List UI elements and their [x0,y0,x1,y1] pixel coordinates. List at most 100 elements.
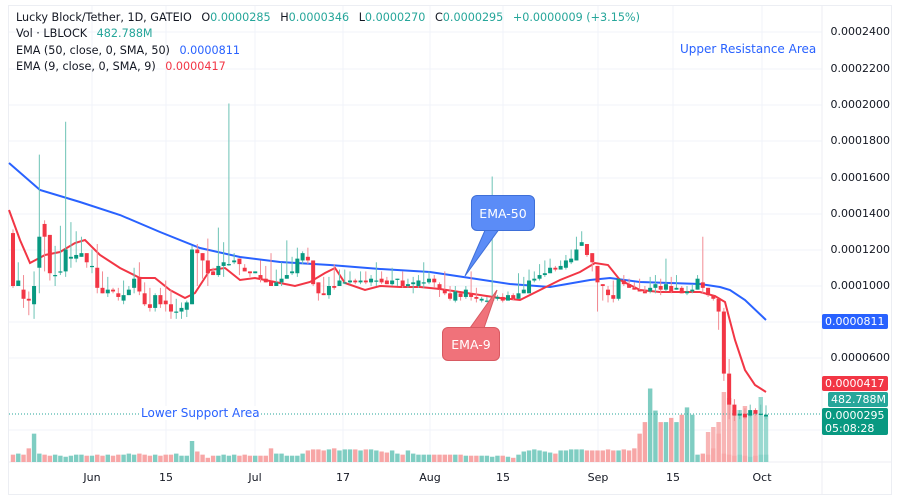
candle [158,295,163,305]
volume-bar [495,455,500,462]
candle [611,295,616,299]
candle [479,298,484,301]
upper-resistance-label[interactable]: Upper Resistance Area [680,42,817,56]
volume-bar [100,455,105,462]
price-tick-label: 0.0001400 [830,207,891,220]
candle [269,280,274,286]
candle [711,295,716,299]
candle [432,278,437,283]
volume-bar [410,453,416,462]
candle [763,414,769,417]
time-tick-label: 15 [666,471,680,484]
price-tick-label: 0.0002400 [830,25,891,38]
candle [237,258,242,265]
candle [21,289,26,299]
candle [332,286,337,288]
candle [226,264,231,266]
candle [395,278,400,280]
candle [32,286,37,305]
volume-bar [521,451,526,462]
candle [47,234,52,274]
volume-bar [579,449,584,462]
volume-bar [653,410,658,462]
candle [211,271,216,276]
candle [679,287,684,294]
candle [374,280,379,282]
candle [416,280,421,286]
volume-row[interactable]: Vol · LBLOCK 482.788M [16,27,153,41]
volume-bar [605,449,611,462]
symbol-title[interactable]: Lucky Block/Tether, 1D, GATEIO [16,11,192,24]
candle [384,280,389,285]
volume-bar [479,455,484,462]
volume-bar [558,450,563,462]
volume-bar [600,450,605,462]
volume-bar [690,414,695,462]
volume-bar [626,450,632,462]
last-price: 0.0000295 [825,409,885,422]
candle [53,275,58,277]
candle [411,282,416,285]
volume-bar [131,454,137,462]
candle [511,295,516,299]
candle [495,296,500,299]
volume-bar [258,455,263,462]
candle [737,413,742,416]
candle [558,265,563,270]
candle [637,289,642,292]
volume-bar [221,454,226,462]
volume-bar [474,455,479,462]
candle [616,278,621,299]
candle [721,311,726,374]
volume-bar [526,450,532,462]
candle [632,287,637,290]
candle [68,256,73,259]
volume-bar [590,450,595,462]
candle [190,249,195,305]
ema9-price-tag: 0.0000417 [822,376,888,391]
candle [290,271,295,274]
volume-bar [442,454,448,462]
volume-bar [500,455,505,462]
candle [453,291,458,301]
volume-bar [179,455,184,462]
volume-bar [453,454,458,462]
time-tick-label: Jun [83,471,101,484]
candle [600,284,605,286]
ema50-callout[interactable]: EMA-50 [471,195,535,231]
volume-bar [400,454,405,462]
volume-bar [595,450,600,462]
candle [400,280,405,286]
volume-bar [331,448,337,462]
volume-bar [137,453,142,462]
volume-bar [674,422,679,462]
candle [89,265,94,268]
lower-support-label[interactable]: Lower Support Area [140,406,261,420]
ema9-callout[interactable]: EMA-9 [442,327,500,361]
ema9-row[interactable]: EMA (9, close, 0, SMA, 9) 0.0000417 [16,60,226,74]
price-tick-label: 0.0001200 [830,243,891,256]
candle [353,280,358,283]
candle [621,280,626,285]
ema50-value: 0.0000811 [179,43,240,57]
candle [627,284,632,288]
ema9-value: 0.0000417 [165,60,226,74]
candle [100,287,105,294]
candle [121,295,126,301]
volume-bar [31,433,37,462]
ohlc-row: Lucky Block/Tether, 1D, GATEIO O0.000028… [16,11,640,24]
candle [685,291,690,294]
time-tick-label: 15 [159,471,173,484]
volume-bar [295,455,300,462]
volume-bar [389,450,395,462]
volume-bar [89,455,95,462]
candle [527,280,532,294]
chart-frame [8,5,892,495]
volume-bar [437,454,442,462]
candle [753,410,758,414]
ema50-row[interactable]: EMA (50, close, 0, SMA, 50) 0.0000811 [16,43,240,57]
volume-bar [637,433,642,462]
volume-bar [310,449,316,462]
candle [221,262,226,266]
